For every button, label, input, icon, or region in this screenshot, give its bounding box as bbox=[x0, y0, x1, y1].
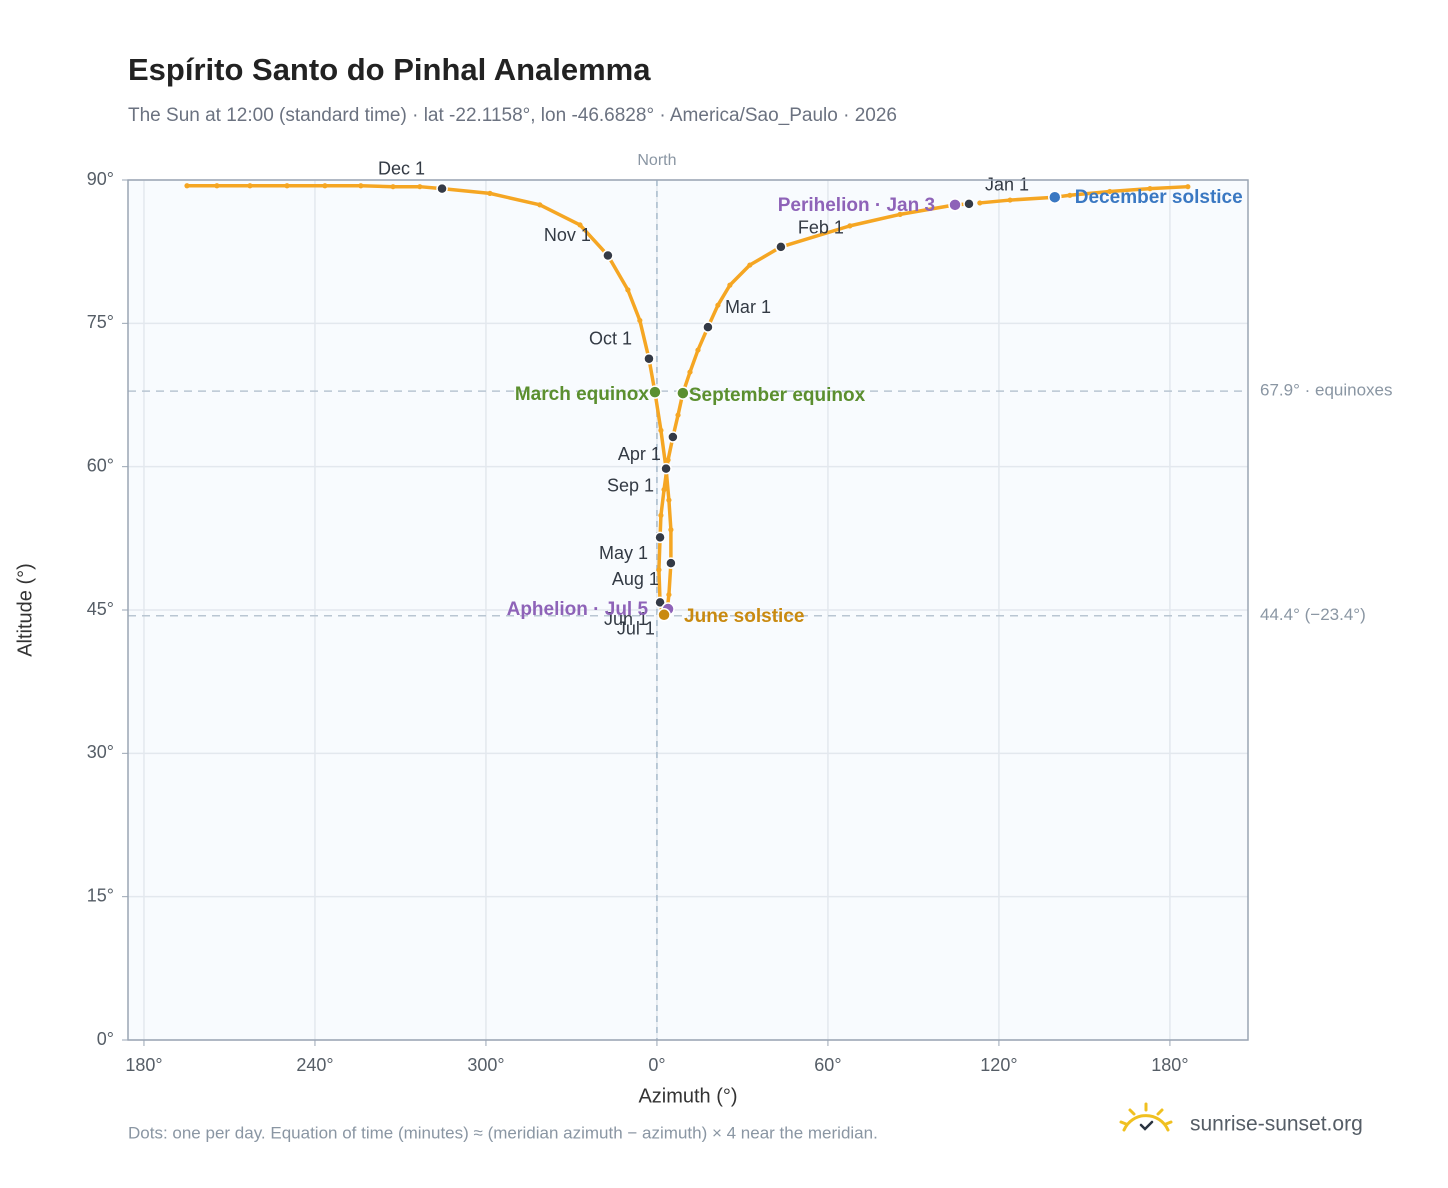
month-dot bbox=[654, 596, 666, 609]
y-tick-label: 0° bbox=[97, 1029, 114, 1049]
day-dot bbox=[977, 200, 983, 206]
month-dot bbox=[643, 352, 655, 365]
event-dot bbox=[948, 198, 962, 212]
month-label: Jul 1 bbox=[617, 619, 655, 639]
day-dot bbox=[666, 592, 672, 598]
day-dot bbox=[1107, 188, 1113, 195]
y-tick-label: 30° bbox=[87, 742, 114, 762]
day-dot bbox=[897, 211, 903, 217]
logo bbox=[1119, 1102, 1173, 1132]
day-dot bbox=[487, 190, 493, 196]
month-label: Apr 1 bbox=[618, 444, 661, 464]
reference-label: 44.4° (−23.4°) bbox=[1260, 605, 1366, 624]
day-dot bbox=[695, 347, 701, 353]
day-dot bbox=[284, 183, 290, 189]
month-dot bbox=[665, 557, 677, 569]
day-dot bbox=[358, 183, 364, 189]
month-label: Jan 1 bbox=[985, 175, 1029, 195]
day-dot bbox=[715, 302, 721, 308]
month-dot bbox=[667, 431, 679, 443]
day-dot bbox=[247, 183, 253, 189]
day-dot bbox=[417, 184, 423, 190]
day-dot bbox=[637, 317, 643, 324]
day-dot bbox=[322, 183, 328, 189]
reference-label: 67.9° · equinoxes bbox=[1260, 381, 1393, 400]
month-label: Dec 1 bbox=[378, 158, 425, 178]
day-dot bbox=[1067, 192, 1073, 198]
x-axis-label: Azimuth (°) bbox=[638, 1085, 737, 1107]
month-dot bbox=[660, 462, 672, 475]
month-label: Mar 1 bbox=[725, 297, 771, 317]
x-tick-label: 60° bbox=[814, 1055, 841, 1075]
source: sunrise-sunset.org bbox=[1190, 1113, 1363, 1136]
y-tick-label: 75° bbox=[87, 312, 114, 332]
y-tick-label: 60° bbox=[87, 455, 114, 475]
day-dot bbox=[1185, 184, 1191, 190]
event-label: March equinox bbox=[515, 384, 650, 405]
month-label: Jun 1 bbox=[604, 609, 648, 629]
month-label: Aug 1 bbox=[612, 569, 659, 589]
event-label: June solstice bbox=[684, 606, 804, 627]
month-dot bbox=[602, 249, 614, 262]
day-dot bbox=[390, 184, 396, 190]
day-dot bbox=[687, 369, 693, 375]
x-tick-label: 300° bbox=[467, 1055, 504, 1075]
y-tick-label: 45° bbox=[87, 599, 114, 619]
x-tick-label: 0° bbox=[648, 1055, 665, 1075]
month-dot bbox=[702, 321, 714, 333]
day-dot bbox=[727, 282, 733, 288]
month-label: Oct 1 bbox=[589, 328, 632, 348]
event-dot bbox=[676, 386, 690, 400]
x-tick-label: 240° bbox=[296, 1055, 333, 1075]
day-dot bbox=[658, 427, 664, 433]
day-dot bbox=[1007, 197, 1013, 203]
chart-subtitle: The Sun at 12:00 (standard time) · lat -… bbox=[128, 105, 897, 126]
month-dot bbox=[963, 198, 975, 210]
event-dot bbox=[657, 608, 671, 622]
day-dot bbox=[665, 457, 671, 463]
day-dot bbox=[214, 183, 220, 189]
day-dot bbox=[675, 412, 681, 418]
event-dot bbox=[648, 385, 662, 399]
meridian-label: North bbox=[637, 152, 676, 169]
event-dot bbox=[1048, 190, 1062, 204]
x-tick-label: 180° bbox=[1151, 1055, 1188, 1075]
day-dot bbox=[747, 262, 753, 268]
month-dot bbox=[436, 182, 448, 195]
day-dot bbox=[656, 567, 662, 573]
day-dot bbox=[666, 497, 672, 503]
day-dot bbox=[537, 202, 543, 208]
x-tick-label: 120° bbox=[980, 1055, 1017, 1075]
month-dot bbox=[654, 531, 666, 544]
footnote: Dots: one per day. Equation of time (min… bbox=[128, 1123, 878, 1142]
month-dot bbox=[775, 241, 787, 253]
y-axis-label: Altitude (°) bbox=[14, 563, 36, 657]
y-tick-label: 15° bbox=[87, 885, 114, 905]
y-tick-label: 90° bbox=[87, 169, 114, 189]
day-dot bbox=[577, 222, 583, 228]
day-dot bbox=[847, 223, 853, 229]
event-label: Perihelion · Jan 3 bbox=[778, 195, 935, 216]
day-dot bbox=[658, 512, 664, 519]
x-tick-label: 180° bbox=[125, 1055, 162, 1075]
day-dot bbox=[661, 487, 667, 493]
month-label: Nov 1 bbox=[544, 225, 591, 245]
month-label: Sep 1 bbox=[607, 475, 654, 495]
event-label: September equinox bbox=[689, 385, 866, 406]
chart-title: Espírito Santo do Pinhal Analemma bbox=[128, 52, 651, 87]
day-dot bbox=[1147, 186, 1153, 192]
month-label: May 1 bbox=[599, 543, 648, 563]
month-label: Feb 1 bbox=[798, 218, 844, 238]
day-dot bbox=[184, 183, 190, 189]
day-dot bbox=[625, 287, 631, 293]
event-label: December solstice bbox=[1075, 187, 1243, 208]
event-label: Aphelion · Jul 5 bbox=[507, 599, 649, 620]
day-dot bbox=[668, 527, 674, 533]
